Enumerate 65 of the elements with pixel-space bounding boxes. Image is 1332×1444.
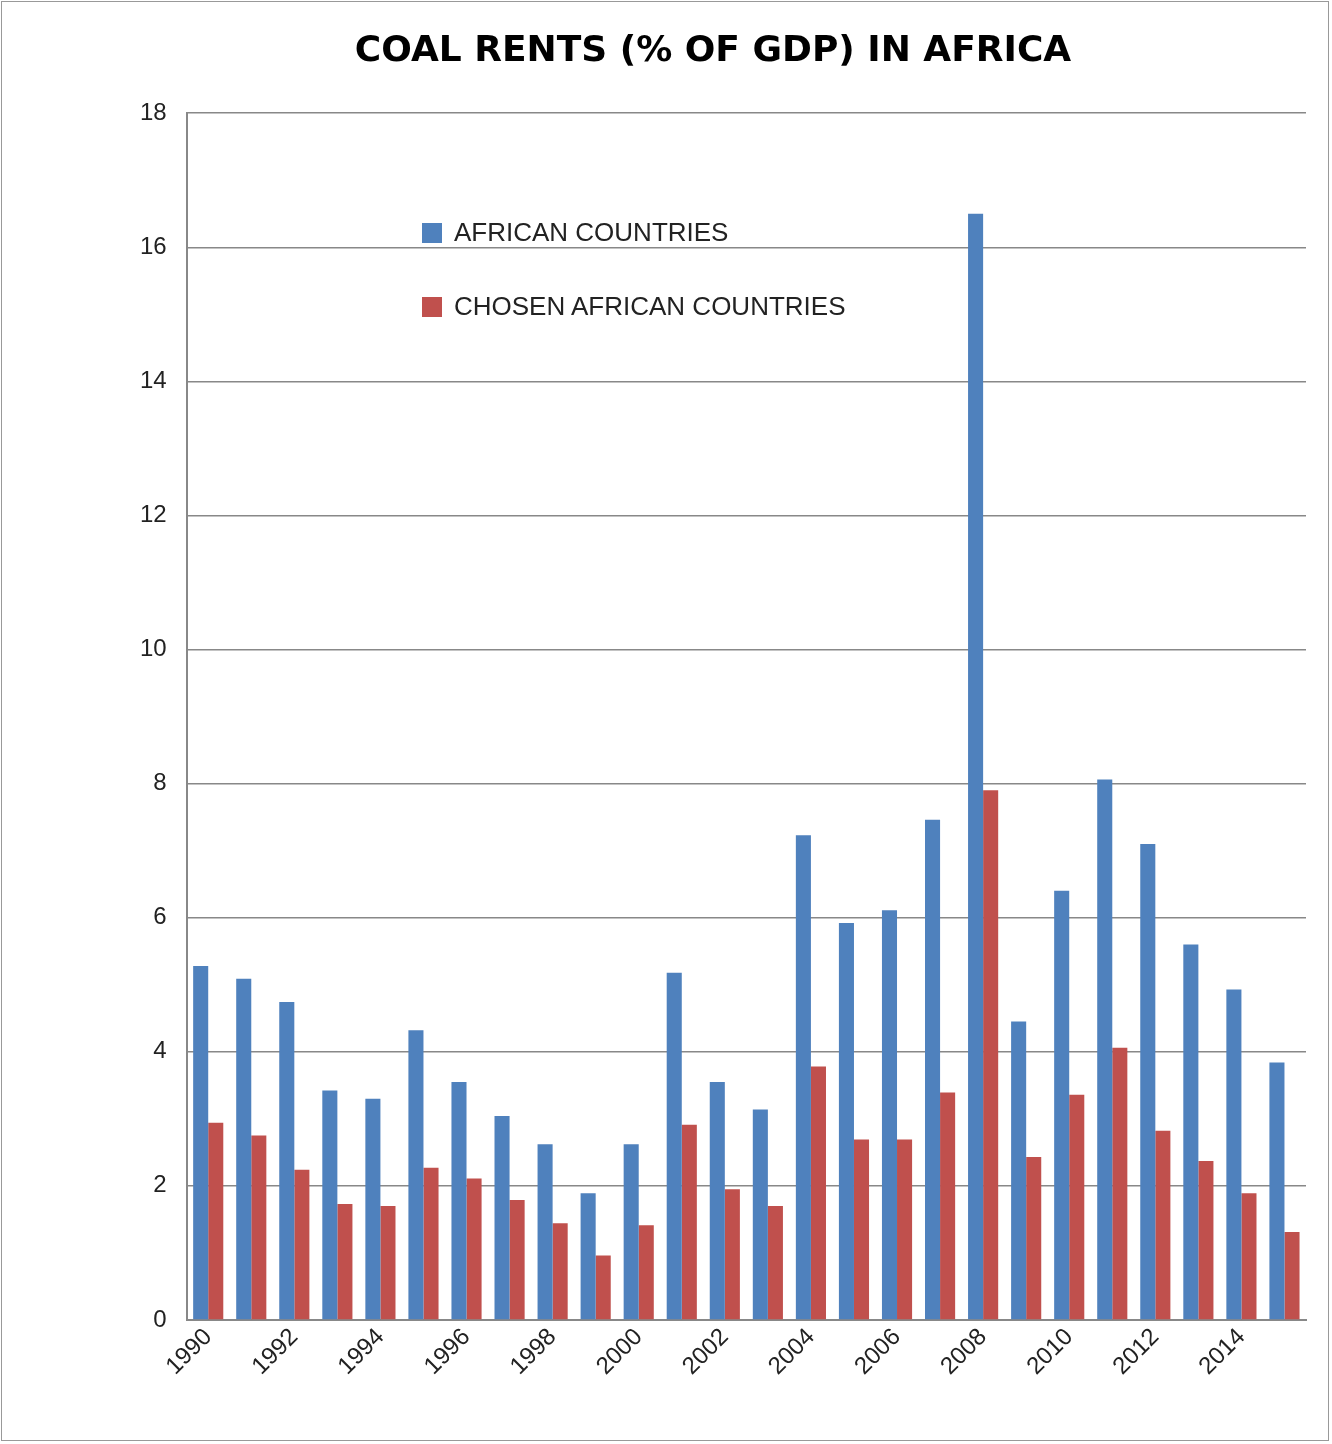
bar <box>294 1169 310 1320</box>
y-tick-label: 12 <box>139 500 167 528</box>
bar <box>881 910 898 1320</box>
bar <box>365 1098 381 1320</box>
bar <box>1241 1193 1257 1320</box>
bar <box>666 972 682 1320</box>
bar <box>968 213 984 1320</box>
y-tick-label: 10 <box>139 634 167 662</box>
bar <box>638 1225 654 1320</box>
bar <box>423 1167 439 1320</box>
bar <box>940 1092 956 1320</box>
bar <box>279 1002 295 1320</box>
bar <box>580 1193 596 1320</box>
bar <box>595 1255 611 1320</box>
y-tick-label: 0 <box>153 1304 167 1332</box>
chart-title: COAL RENTS (% OF GDP) IN AFRICA <box>354 27 1072 69</box>
bar <box>1198 1161 1214 1320</box>
bar <box>897 1139 913 1320</box>
y-tick-label: 18 <box>139 97 167 125</box>
bar <box>236 978 252 1320</box>
bar <box>380 1205 396 1320</box>
y-tick-label: 16 <box>139 231 167 259</box>
y-tick-label: 6 <box>153 902 167 930</box>
bar <box>767 1205 783 1320</box>
bar <box>752 1109 768 1320</box>
bar <box>724 1189 740 1320</box>
bar <box>810 1066 826 1320</box>
legend-label: AFRICAN COUNTRIES <box>454 217 729 248</box>
bar <box>1155 1130 1171 1320</box>
bar <box>1226 989 1242 1320</box>
bar <box>838 923 854 1320</box>
bar <box>1269 1062 1285 1320</box>
bar <box>193 965 209 1320</box>
bar <box>1054 890 1070 1320</box>
bar <box>408 1030 424 1320</box>
bar <box>208 1122 224 1320</box>
bar <box>983 790 999 1320</box>
bar <box>623 1144 639 1320</box>
bar <box>795 835 811 1320</box>
bar <box>709 1081 725 1320</box>
bar <box>853 1139 870 1320</box>
bar <box>251 1135 267 1320</box>
bar <box>1140 843 1156 1320</box>
bar <box>537 1144 553 1320</box>
bar <box>509 1199 525 1320</box>
bar <box>1097 779 1113 1320</box>
bar <box>494 1116 510 1320</box>
y-tick-label: 2 <box>153 1170 167 1198</box>
bar <box>337 1203 353 1320</box>
legend-label: CHOSEN AFRICAN COUNTRIES <box>454 291 846 322</box>
y-tick-label: 14 <box>139 365 167 393</box>
bar <box>322 1090 338 1320</box>
bar <box>1112 1047 1128 1320</box>
y-tick-label: 4 <box>153 1036 167 1064</box>
y-tick-label: 8 <box>153 768 167 796</box>
bar <box>1284 1232 1300 1320</box>
bar <box>1183 944 1199 1320</box>
bar <box>1069 1094 1085 1320</box>
bar <box>925 819 941 1320</box>
bar <box>1026 1156 1042 1320</box>
bar <box>451 1081 467 1320</box>
bar <box>552 1223 568 1320</box>
bar <box>681 1124 697 1320</box>
bar <box>1011 1021 1027 1320</box>
bar <box>466 1178 482 1320</box>
